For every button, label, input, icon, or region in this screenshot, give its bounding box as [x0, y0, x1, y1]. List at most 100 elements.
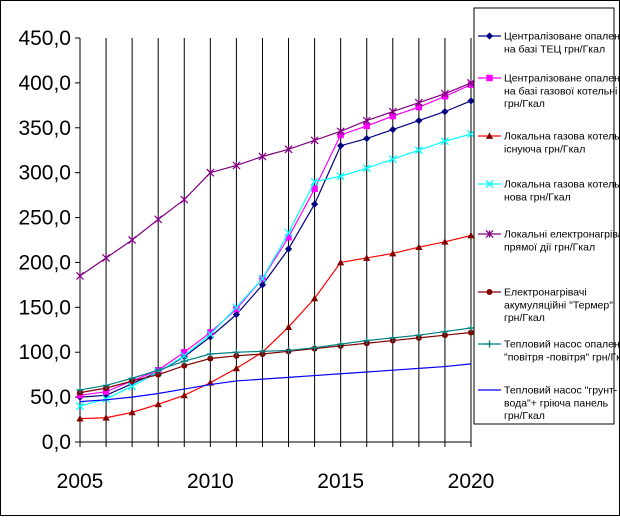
plus-marker	[485, 340, 494, 348]
plus-marker	[154, 366, 162, 374]
legend-label: Тепловий насос опалення	[504, 339, 620, 351]
star-marker	[102, 253, 111, 262]
plus-marker	[284, 346, 293, 355]
x-marker-stroke	[414, 146, 423, 155]
x-marker	[180, 351, 189, 360]
y-tick-label: 300,0	[18, 162, 71, 185]
x-marker	[466, 130, 476, 139]
series-line	[79, 84, 472, 396]
diamond-marker	[258, 281, 267, 289]
x-marker-stroke	[206, 330, 215, 339]
legend-label: Електронагрівачі	[504, 287, 587, 299]
star-marker	[362, 116, 371, 125]
x-marker	[258, 274, 267, 283]
triangle-marker	[485, 132, 494, 139]
plus-marker	[363, 336, 371, 345]
x-marker-stroke	[485, 179, 494, 189]
circle-marker	[486, 289, 493, 295]
x-marker-stroke	[258, 274, 267, 283]
star-marker	[180, 195, 189, 204]
square-marker	[389, 112, 396, 120]
legend-label: Локальна газова котельня	[504, 131, 620, 143]
x-marker	[75, 402, 85, 411]
plus-marker	[415, 331, 423, 339]
legend-label: вода"+ гріюча панель	[504, 397, 609, 409]
x-marker-stroke	[388, 155, 397, 164]
circle-marker	[155, 371, 162, 378]
x-marker-stroke	[440, 137, 449, 146]
series-line	[79, 133, 472, 407]
x-marker-stroke	[336, 172, 345, 181]
triangle-marker	[337, 258, 345, 266]
x-marker-stroke	[75, 402, 85, 411]
y-tick-label: 50,0	[30, 386, 71, 409]
y-tick-label: 450,0	[18, 27, 71, 50]
plus-marker	[180, 357, 188, 365]
star-marker	[414, 98, 423, 107]
triangle-marker	[415, 243, 423, 251]
x-marker	[336, 172, 345, 181]
legend-label: на базі газової котельні	[504, 85, 617, 97]
triangle-marker	[311, 294, 319, 302]
triangle-marker	[363, 254, 371, 261]
legend-label: Локальна газова котельня	[504, 179, 620, 191]
triangle-marker	[389, 249, 397, 257]
x-marker-stroke	[310, 177, 319, 186]
x-marker-stroke	[128, 382, 137, 391]
legend-label: Тепловий насос "грунт-	[504, 385, 618, 397]
y-tick-label: 0,0	[42, 431, 71, 454]
x-marker	[414, 146, 423, 155]
triangle-marker	[467, 231, 475, 239]
diamond-marker	[485, 32, 494, 40]
series-line	[79, 234, 472, 420]
series-line	[79, 363, 472, 403]
x-marker-stroke	[466, 130, 476, 139]
diamond-marker	[337, 142, 345, 150]
diamond-marker	[441, 108, 449, 116]
x-tick-label: 2015	[317, 470, 364, 493]
legend-label: прямої дії грн/Гкал	[504, 241, 595, 253]
plus-marker	[337, 340, 345, 348]
star-marker	[310, 136, 319, 145]
x-marker-stroke	[180, 351, 189, 360]
series-5	[75, 78, 476, 280]
series-lines	[75, 78, 476, 422]
diamond-marker	[467, 97, 475, 105]
axes: 0,0 50,0 100,0 150,0 200,0 250,0 300,0 350,0 400…	[18, 27, 494, 493]
x-marker-stroke	[232, 303, 241, 312]
square-marker	[486, 74, 493, 82]
x-tick-label: 2005	[57, 470, 104, 493]
x-marker	[310, 177, 319, 186]
x-marker	[206, 330, 215, 339]
plus-marker	[128, 374, 136, 382]
plus-marker	[389, 334, 397, 342]
diamond-marker	[206, 333, 214, 341]
plus-marker	[258, 347, 267, 355]
square-marker	[102, 388, 110, 395]
series-3	[76, 231, 475, 422]
plus-marker	[441, 327, 449, 336]
x-marker	[485, 179, 494, 189]
legend-label: Локальні електронагрівачі	[504, 229, 620, 241]
star-marker	[388, 107, 397, 116]
x-marker	[102, 394, 111, 403]
legend-label: існуюча грн/Гкал	[504, 143, 585, 155]
star-marker	[440, 89, 449, 98]
plus-marker	[76, 386, 84, 394]
x-marker-stroke	[102, 394, 111, 403]
plus-marker	[206, 350, 214, 358]
star-marker	[232, 161, 241, 170]
diamond-marker	[311, 200, 319, 208]
y-tick-label: 350,0	[18, 117, 71, 140]
y-tick-label: 100,0	[18, 341, 71, 364]
square-marker	[311, 185, 318, 193]
square-marker	[233, 305, 240, 313]
x-tick-label: 2010	[187, 470, 234, 493]
diamond-marker	[232, 310, 240, 319]
y-tick-label: 150,0	[18, 296, 71, 319]
